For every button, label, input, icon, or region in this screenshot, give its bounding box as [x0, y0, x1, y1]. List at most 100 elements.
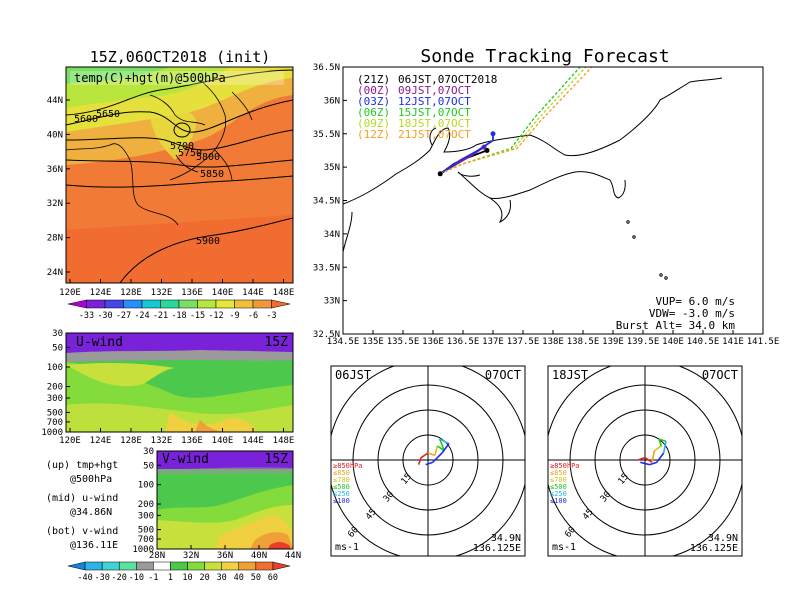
temp-field	[66, 67, 293, 283]
svg-text:5600: 5600	[74, 114, 98, 125]
track-lat-ticks: 36.5N 36N 35.5N 35N 34.5N 34N 33.5N 33N 32.5N	[313, 63, 347, 340]
u-lon-tick-label: 144E	[242, 436, 264, 446]
track-lon-tick-label: 134.5E	[327, 337, 360, 347]
hodograph-segment	[417, 457, 422, 465]
svg-text:@500hPa: @500hPa	[70, 474, 112, 485]
colorbar-label: -24	[134, 311, 149, 321]
hodograph-segment	[653, 445, 662, 452]
lon-tick-label: 144E	[242, 288, 264, 298]
wind-colorbar-label: -10	[129, 573, 144, 583]
track-legend-code: (21Z)	[357, 73, 390, 86]
wind-colorbar-label: -20	[112, 573, 127, 583]
track-legend-time: 21JST,07OCT	[398, 128, 471, 141]
hodograph-legend-item: ≤100	[550, 497, 567, 505]
hodograph-rings	[331, 366, 525, 556]
colorbar-swatch	[252, 299, 272, 309]
pressure-tick-label: 30	[52, 329, 63, 339]
hodograph-time: 18JST	[552, 368, 588, 382]
colorbar-swatch	[234, 299, 254, 309]
u-wind-time: 15Z	[265, 335, 289, 350]
lon-tick-label: 136E	[181, 288, 203, 298]
temp-colorbar: -33 -30 -27 -24 -21 -18 -15 -12 -9 -6 -3	[67, 299, 291, 321]
wind-colorbar-swatch	[170, 561, 188, 571]
track-legend-code: (06Z)	[357, 106, 390, 119]
coastlines-left	[66, 79, 253, 226]
u-lon-tick-label: 148E	[273, 436, 295, 446]
u-wind-label: U-wind	[76, 335, 123, 350]
u-lon-tick-label: 124E	[90, 436, 112, 446]
wind-colorbar-label: -40	[77, 573, 92, 583]
wind-colorbar-label: 40	[234, 573, 244, 583]
pressure-tick-label: 700	[47, 418, 63, 428]
left-lat-ticks: 44N 40N 36N 32N 28N 24N	[47, 96, 70, 278]
track-lat-tick-label: 36.5N	[313, 63, 340, 73]
hodograph-segment	[658, 438, 663, 447]
colorbar-label: -30	[97, 311, 112, 321]
track-lon-tick-label: 136.5E	[447, 337, 480, 347]
colorbar-swatch	[67, 299, 87, 309]
track-lon-tick-label: 141.5E	[747, 337, 780, 347]
pressure-tick-label: 100	[47, 363, 63, 373]
colorbar-label: -15	[190, 311, 205, 321]
v-lat-tick-label: 28N	[149, 551, 165, 561]
lat-tick-label: 32N	[47, 199, 63, 209]
svg-text:5850: 5850	[200, 169, 224, 180]
track-legend-time: 15JST,07OCT	[398, 106, 471, 119]
svg-text:(bot) v-wind: (bot) v-wind	[46, 526, 118, 537]
colorbar-swatch	[271, 299, 291, 309]
hodograph-date: 07OCT	[485, 368, 521, 382]
sonde-tracks	[437, 67, 593, 177]
track-lon-tick-label: 138E	[542, 337, 564, 347]
track-lat-tick-label: 34N	[324, 230, 340, 240]
lon-tick-label: 124E	[90, 288, 112, 298]
track-lat-tick-label: 33N	[324, 297, 340, 307]
track-lat-tick-label: 36N	[324, 96, 340, 106]
hodograph-segment	[425, 461, 433, 466]
pressure-tick-label: 500	[138, 526, 154, 536]
track-lon-tick-label: 140E	[662, 337, 684, 347]
v-lat-tick-label: 44N	[285, 551, 301, 561]
hodograph-segment	[662, 441, 667, 454]
track-lat-tick-label: 35N	[324, 163, 340, 173]
track-legend-time: 06JST,07OCT2018	[398, 73, 497, 86]
burst-text: Burst Alt= 34.0 km	[616, 319, 736, 332]
pressure-tick-label: 1000	[41, 428, 63, 438]
hodograph-segment	[438, 438, 446, 451]
colorbar-swatch	[160, 299, 180, 309]
track-lon-tick-label: 135.5E	[387, 337, 420, 347]
panel-description: (up) tmp+hgt @500hPa (mid) u-wind @34.86…	[46, 460, 118, 551]
pressure-tick-label: 50	[52, 343, 63, 353]
hodograph-lon: 136.125E	[473, 543, 521, 554]
svg-text:5900: 5900	[196, 236, 220, 247]
pressure-tick-label: 50	[143, 461, 154, 471]
v-wind-label: V-wind	[162, 452, 209, 467]
lon-tick-label: 120E	[59, 288, 81, 298]
svg-text:5700: 5700	[170, 141, 194, 152]
hodograph-lat: 34.9N	[491, 533, 521, 544]
track-legend-time: 12JST,07OCT	[398, 95, 471, 108]
svg-text:(up) tmp+hgt: (up) tmp+hgt	[46, 460, 118, 471]
hodograph-lon: 136.125E	[690, 543, 738, 554]
left-lon-ticks: 120E 124E 128E 132E 136E 140E 144E 148E	[59, 279, 294, 298]
lat-tick-label: 24N	[47, 268, 63, 278]
contour-labels: 5600 5650 5700 5750 5800 5850 5900	[74, 109, 224, 247]
wind-colorbar-swatch	[84, 561, 103, 571]
left-map-label: temp(C)+hgt(m)@500hPa	[74, 71, 226, 85]
lon-tick-label: 128E	[120, 288, 142, 298]
hodograph-legend-item: ≤850	[333, 469, 350, 477]
hodograph-segment	[658, 438, 667, 443]
colorbar-label: -33	[79, 311, 94, 321]
wind-colorbar-swatch	[136, 561, 154, 571]
u-lon-tick-label: 128E	[120, 436, 142, 446]
hodograph-rings	[548, 366, 742, 556]
hodograph-unit: ms-1	[552, 542, 576, 553]
colorbar-swatch	[123, 299, 143, 309]
wind-colorbar-swatch	[67, 561, 86, 571]
track-lon-tick-label: 137.5E	[507, 337, 540, 347]
left-title: 15Z,06OCT2018 (init)	[90, 48, 271, 66]
colorbar-label: -27	[116, 311, 131, 321]
u-lon-tick-label: 136E	[181, 436, 203, 446]
v-lat-tick-label: 36N	[217, 551, 233, 561]
